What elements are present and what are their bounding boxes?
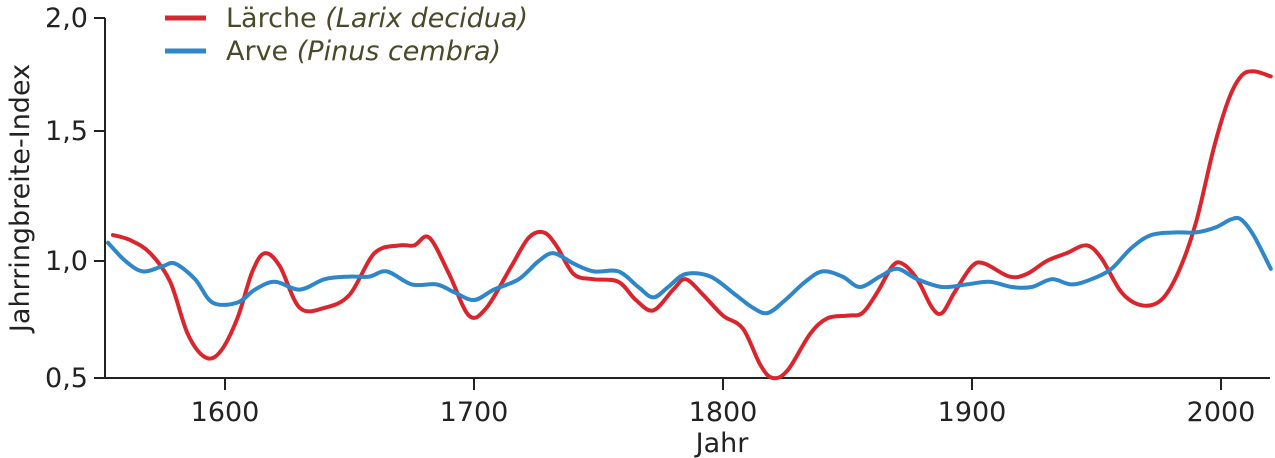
- legend-label-arve: Arve (Pinus cembra): [226, 36, 501, 67]
- x-tick-label: 2000: [1187, 397, 1256, 428]
- y-tick-label: 0,5: [45, 363, 88, 394]
- y-tick-label: 2,0: [45, 3, 88, 34]
- legend-latin-arve: (Pinus cembra): [297, 36, 501, 67]
- x-axis-title: Jahr: [694, 428, 750, 458]
- y-tick-label: 1,0: [45, 246, 88, 277]
- x-tick-label: 1700: [440, 397, 509, 428]
- y-tick-label: 1,5: [45, 116, 88, 147]
- series-line-laerche: [110, 69, 1273, 381]
- y-axis-title: Jahrringbreite-Index: [5, 64, 36, 334]
- legend-label-laerche: Lärche (Larix decidua): [226, 3, 528, 34]
- legend-latin-laerche: (Larix decidua): [325, 3, 528, 34]
- x-tick-label: 1600: [191, 397, 260, 428]
- legend-name-laerche: Lärche: [226, 3, 317, 34]
- series-line-arve: [106, 215, 1273, 316]
- legend-name-arve: Arve: [226, 36, 288, 67]
- x-tick-label: 1800: [689, 397, 758, 428]
- x-tick-label: 1900: [938, 397, 1007, 428]
